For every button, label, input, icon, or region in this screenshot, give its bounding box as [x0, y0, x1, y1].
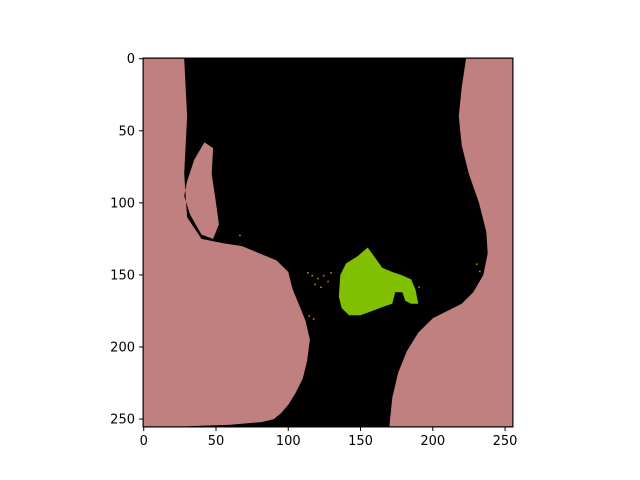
- speckle-pixel-3: [314, 283, 316, 286]
- speckle-pixel-9: [312, 318, 315, 320]
- x-tick-label: 150: [348, 434, 373, 449]
- y-tick-label: 200: [110, 341, 135, 356]
- axes-frame: [142, 57, 514, 428]
- x-tick-label: 0: [140, 434, 148, 449]
- tissue-region-1: [389, 58, 513, 427]
- image-plot-area: [143, 58, 513, 427]
- x-tick-label: 100: [276, 434, 301, 449]
- y-tick-label: 150: [110, 268, 135, 283]
- y-tick-label: 100: [110, 196, 135, 211]
- speckle-pixel-1: [311, 274, 313, 277]
- speckle-pixel-13: [418, 286, 420, 289]
- y-tick-label: 0: [127, 52, 135, 67]
- speckle-pixel-0: [307, 272, 309, 274]
- tissue-region-0: [143, 58, 310, 427]
- speckle-pixel-8: [308, 315, 311, 317]
- speckle-pixel-6: [320, 286, 322, 289]
- y-tick-label: 250: [110, 413, 135, 428]
- speckle-pixel-7: [330, 272, 332, 274]
- speckle-pixel-10: [476, 263, 478, 265]
- lesion-region-2: [338, 247, 419, 316]
- speckle-pixel-12: [239, 234, 241, 237]
- x-axis: 0 50 100 150 200 250: [140, 427, 518, 449]
- y-axis: 0 50 100 150 200 250: [110, 52, 143, 428]
- x-tick-label: 200: [420, 434, 445, 449]
- speckle-pixel-11: [479, 270, 481, 273]
- y-tick-label: 50: [118, 124, 135, 139]
- x-tick-label: 50: [208, 434, 225, 449]
- x-tick-label: 250: [493, 434, 518, 449]
- speckle-pixel-5: [327, 280, 329, 283]
- speckle-pixel-4: [322, 274, 325, 277]
- speckle-pixel-2: [317, 277, 319, 280]
